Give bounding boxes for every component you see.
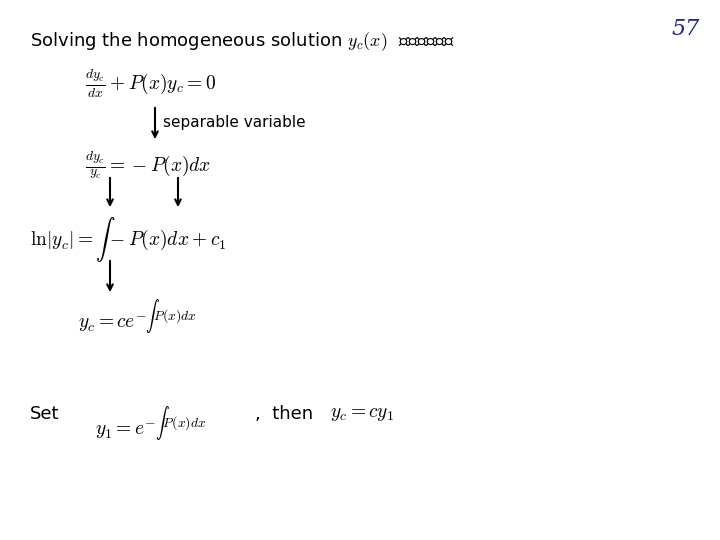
Text: $\ln|y_c| = \int -P(x)dx + c_1$: $\ln|y_c| = \int -P(x)dx + c_1$ xyxy=(30,215,226,264)
Text: Set: Set xyxy=(30,405,60,423)
Text: ,  then: , then xyxy=(255,405,313,423)
Text: $y_1 = e^{-\int P(x)dx}$: $y_1 = e^{-\int P(x)dx}$ xyxy=(95,405,206,446)
Text: separable variable: separable variable xyxy=(163,115,305,130)
Text: $\frac{dy_c}{dx} + P(x)y_c = 0$: $\frac{dy_c}{dx} + P(x)y_c = 0$ xyxy=(85,68,216,100)
Text: $y_c = cy_1$: $y_c = cy_1$ xyxy=(330,405,395,423)
Text: $y_c = ce^{-\int P(x)dx}$: $y_c = ce^{-\int P(x)dx}$ xyxy=(78,298,197,338)
Text: $\frac{dy_c}{y_c} = -P(x)dx$: $\frac{dy_c}{y_c} = -P(x)dx$ xyxy=(85,150,211,182)
Text: Solving the homogeneous solution $y_c(x)$  （子問題一）: Solving the homogeneous solution $y_c(x)… xyxy=(30,30,455,53)
Text: 57: 57 xyxy=(672,18,700,40)
